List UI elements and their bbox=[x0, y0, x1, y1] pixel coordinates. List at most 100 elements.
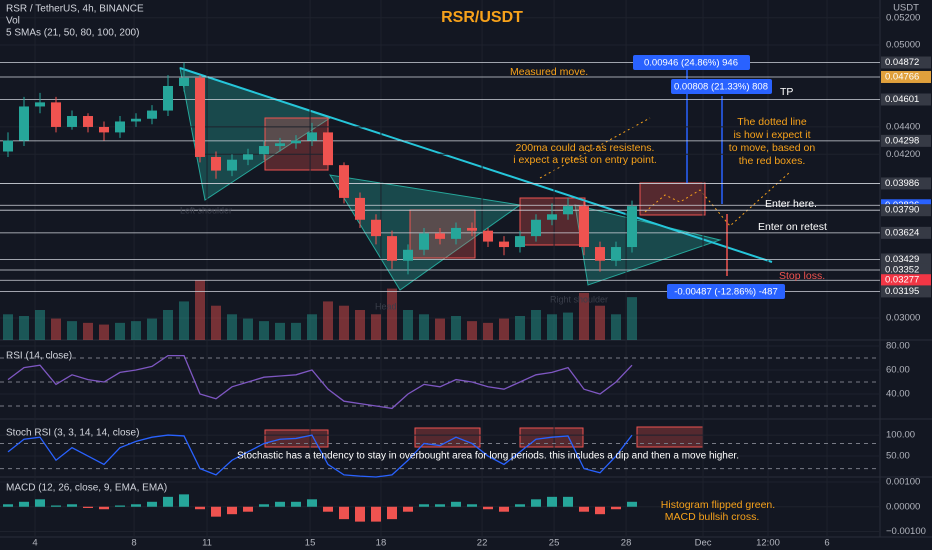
histogram-bar bbox=[51, 505, 61, 507]
panel-title: Stoch RSI (3, 3, 14, 14, close) bbox=[6, 428, 139, 439]
volume-bar bbox=[307, 314, 317, 340]
histogram-bar bbox=[547, 496, 557, 507]
candle-body bbox=[595, 247, 605, 261]
y-tick-label: 0.00000 bbox=[886, 501, 920, 512]
candle-body bbox=[339, 165, 349, 198]
histogram-bar bbox=[595, 506, 605, 515]
candle-body bbox=[355, 197, 365, 220]
note: the red boxes. bbox=[739, 155, 806, 167]
level-label: 0.04601 bbox=[885, 94, 919, 105]
volume-bar bbox=[3, 314, 13, 340]
level-label-bg bbox=[881, 274, 931, 287]
histogram-bar bbox=[115, 505, 125, 507]
measure-label: -0.00487 (-12.86%) -487 bbox=[674, 287, 778, 298]
y-tick-label: 60.00 bbox=[886, 365, 910, 376]
y-tick-label: 0.05200 bbox=[886, 12, 920, 23]
histogram-bar bbox=[195, 506, 205, 510]
y-tick-label: 100.00 bbox=[886, 430, 915, 441]
candle-body bbox=[435, 233, 445, 239]
candle-body bbox=[371, 219, 381, 237]
note: Measured move. bbox=[510, 66, 588, 78]
candle-body bbox=[531, 219, 541, 237]
candle-body bbox=[275, 143, 285, 147]
note: Stop loss. bbox=[779, 270, 825, 282]
volume-bar bbox=[403, 310, 413, 340]
candle-body bbox=[3, 140, 13, 152]
histogram-bar bbox=[403, 506, 413, 512]
candle-body bbox=[35, 102, 45, 107]
volume-bar bbox=[323, 301, 333, 340]
histogram-bar bbox=[67, 504, 77, 507]
volume-bar bbox=[435, 318, 445, 340]
note: MACD bullsih cross. bbox=[665, 511, 760, 523]
y-tick-label: 50.00 bbox=[886, 451, 910, 462]
note: The dotted line bbox=[737, 116, 807, 128]
histogram-bar bbox=[339, 506, 349, 520]
histogram-bar bbox=[19, 501, 29, 507]
candle-body bbox=[83, 116, 93, 127]
panel-title: MACD (12, 26, close, 9, EMA, EMA) bbox=[6, 483, 167, 494]
histogram-bar bbox=[451, 501, 461, 507]
panel-title: RSI (14, close) bbox=[6, 351, 72, 362]
candle-body bbox=[243, 154, 253, 160]
histogram-bar bbox=[579, 506, 589, 512]
histogram-bar bbox=[227, 506, 237, 515]
volume-bar bbox=[179, 301, 189, 340]
volume-bar bbox=[227, 314, 237, 340]
candle-body bbox=[563, 206, 573, 215]
red-box bbox=[639, 182, 706, 216]
candle-body bbox=[51, 102, 61, 127]
histogram-bar bbox=[3, 504, 13, 507]
chart-title: RSR/USDT bbox=[441, 9, 523, 26]
measure-box bbox=[671, 79, 772, 94]
x-tick-label: 28 bbox=[621, 538, 632, 549]
volume-bar bbox=[147, 318, 157, 340]
y-tick-label: 0.04400 bbox=[886, 121, 920, 132]
note: Right shoulder bbox=[550, 294, 608, 304]
volume-bar bbox=[163, 310, 173, 340]
candle-body bbox=[307, 132, 317, 141]
histogram-bar bbox=[435, 504, 445, 507]
note: Enter here. bbox=[765, 198, 817, 210]
level-label: 0.03790 bbox=[885, 205, 919, 216]
level-label-bg bbox=[881, 204, 931, 217]
histogram-bar bbox=[307, 499, 317, 507]
volume-bar bbox=[451, 316, 461, 340]
y-tick-label: 0.04200 bbox=[886, 149, 920, 160]
volume-bar bbox=[35, 310, 45, 340]
candle-body bbox=[211, 156, 221, 171]
histogram-bar bbox=[355, 506, 365, 522]
volume-bar bbox=[67, 321, 77, 340]
measure-box bbox=[633, 55, 750, 70]
candle-body bbox=[195, 77, 205, 157]
candle-body bbox=[99, 126, 109, 133]
x-tick-label: Dec bbox=[695, 538, 712, 549]
volume-bar bbox=[371, 314, 381, 340]
candle-body bbox=[291, 140, 301, 144]
measure-label: 0.00946 (24.86%) 946 bbox=[644, 58, 738, 69]
red-box bbox=[636, 426, 704, 448]
volume-bar bbox=[499, 318, 509, 340]
level-label: 0.04872 bbox=[885, 57, 919, 68]
note: Stochastic has a tendency to stay in ove… bbox=[237, 451, 739, 462]
note: i expect a retest on entry point. bbox=[513, 154, 657, 166]
candle-body bbox=[387, 236, 397, 261]
volume-bar bbox=[83, 322, 93, 340]
histogram-bar bbox=[147, 501, 157, 507]
histogram-bar bbox=[387, 506, 397, 520]
note: Histogram flipped green. bbox=[661, 499, 775, 511]
histogram-bar bbox=[515, 504, 525, 507]
volume-bar bbox=[275, 322, 285, 340]
volume-bar bbox=[579, 292, 589, 340]
volume-bar bbox=[291, 322, 301, 340]
x-tick-label: 15 bbox=[305, 538, 316, 549]
level-label: 0.03277 bbox=[885, 275, 919, 286]
candle-body bbox=[611, 247, 621, 261]
volume-bar bbox=[387, 288, 397, 340]
y-tick-label: 80.00 bbox=[886, 341, 910, 352]
volume-bar bbox=[99, 324, 109, 340]
level-label: 0.04298 bbox=[885, 135, 919, 146]
histogram-bar bbox=[531, 499, 541, 507]
level-label-bg bbox=[881, 70, 931, 83]
